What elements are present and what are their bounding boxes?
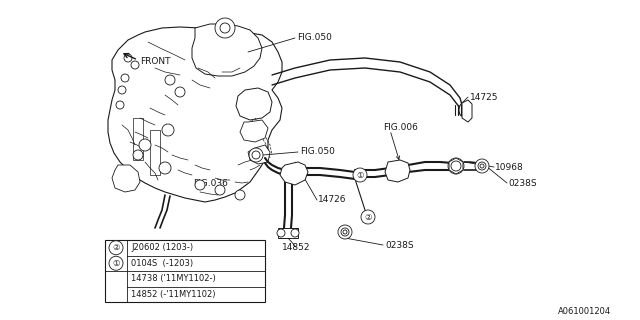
- Circle shape: [338, 225, 352, 239]
- Polygon shape: [108, 27, 282, 202]
- Polygon shape: [462, 100, 472, 122]
- Polygon shape: [192, 24, 262, 76]
- Polygon shape: [240, 120, 268, 142]
- Text: FIG.050: FIG.050: [300, 148, 335, 156]
- Polygon shape: [248, 145, 270, 164]
- Circle shape: [159, 162, 171, 174]
- Polygon shape: [278, 228, 298, 238]
- Circle shape: [448, 158, 464, 174]
- Text: 0238S: 0238S: [508, 179, 536, 188]
- Text: ①: ①: [112, 259, 120, 268]
- Circle shape: [215, 185, 225, 195]
- Circle shape: [121, 74, 129, 82]
- Circle shape: [139, 139, 151, 151]
- Text: ②: ②: [112, 243, 120, 252]
- Circle shape: [109, 241, 123, 255]
- Circle shape: [249, 148, 263, 162]
- Bar: [105, 240, 265, 302]
- Circle shape: [116, 101, 124, 109]
- Polygon shape: [133, 118, 143, 160]
- Ellipse shape: [459, 104, 465, 116]
- Text: FIG.006: FIG.006: [383, 124, 418, 132]
- Text: 10968: 10968: [495, 163, 524, 172]
- Polygon shape: [150, 130, 160, 175]
- Text: 14725: 14725: [470, 92, 499, 101]
- Polygon shape: [236, 88, 272, 120]
- Text: 14738 ('11MY1102-): 14738 ('11MY1102-): [131, 274, 216, 283]
- Text: 14852: 14852: [282, 244, 310, 252]
- Text: 0238S: 0238S: [385, 241, 413, 250]
- Polygon shape: [280, 162, 308, 185]
- Circle shape: [220, 23, 230, 33]
- Polygon shape: [449, 158, 463, 174]
- Circle shape: [291, 229, 299, 237]
- Polygon shape: [112, 165, 140, 192]
- Circle shape: [475, 159, 489, 173]
- Text: 14726: 14726: [318, 196, 346, 204]
- Text: ②: ②: [364, 212, 372, 221]
- Circle shape: [131, 61, 139, 69]
- Circle shape: [478, 162, 486, 170]
- Circle shape: [175, 87, 185, 97]
- Circle shape: [215, 18, 235, 38]
- Text: J20602 (1203-): J20602 (1203-): [131, 243, 193, 252]
- Circle shape: [341, 228, 349, 236]
- Polygon shape: [385, 160, 410, 182]
- Text: FRONT: FRONT: [140, 58, 170, 67]
- Circle shape: [343, 230, 347, 234]
- Circle shape: [162, 124, 174, 136]
- Circle shape: [195, 180, 205, 190]
- Text: FIG.050: FIG.050: [297, 34, 332, 43]
- Circle shape: [252, 151, 260, 159]
- Text: ①: ①: [356, 171, 364, 180]
- Circle shape: [480, 164, 484, 168]
- Circle shape: [118, 86, 126, 94]
- Circle shape: [109, 256, 123, 270]
- Text: 0104S  (-1203): 0104S (-1203): [131, 259, 193, 268]
- Circle shape: [353, 168, 367, 182]
- Circle shape: [133, 150, 143, 160]
- Text: 14852 (-'11MY1102): 14852 (-'11MY1102): [131, 290, 216, 299]
- Circle shape: [235, 190, 245, 200]
- Circle shape: [361, 210, 375, 224]
- Circle shape: [165, 75, 175, 85]
- Circle shape: [277, 229, 285, 237]
- Circle shape: [451, 161, 461, 171]
- Text: FIG.036: FIG.036: [193, 179, 228, 188]
- Circle shape: [124, 54, 132, 62]
- Text: A061001204: A061001204: [558, 308, 611, 316]
